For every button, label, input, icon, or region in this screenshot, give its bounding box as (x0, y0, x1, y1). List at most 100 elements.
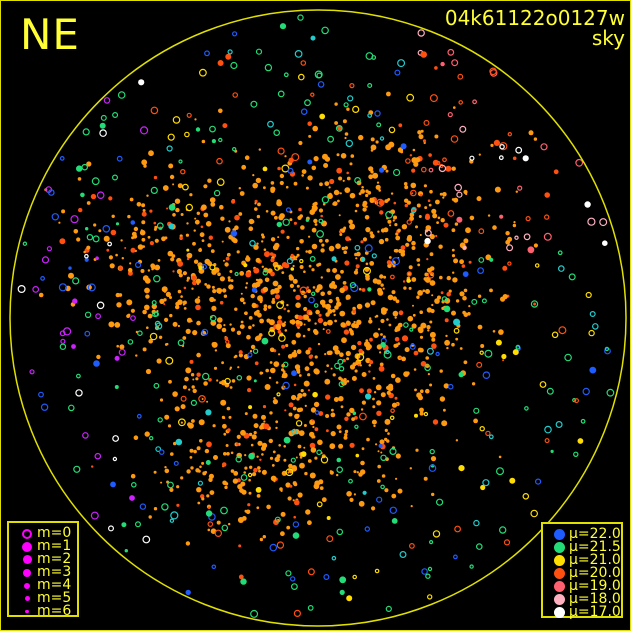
cloud-point (425, 356, 430, 360)
brightness-label: μ=19.0 (569, 578, 621, 594)
star-point (273, 519, 279, 526)
cloud-point (428, 203, 432, 207)
star-point (181, 183, 189, 191)
star-point (331, 555, 337, 561)
cloud-point (212, 289, 217, 294)
cloud-point (502, 359, 505, 362)
cloud-point (276, 199, 282, 205)
cloud-point (382, 287, 385, 290)
cloud-point (296, 284, 300, 288)
star-point (198, 394, 206, 403)
cloud-point (86, 161, 92, 167)
cloud-point (275, 294, 280, 300)
cloud-point (199, 439, 203, 443)
cloud-point (387, 294, 394, 301)
cloud-point (127, 313, 131, 317)
cloud-point (311, 268, 315, 272)
cloud-point (275, 381, 279, 384)
star-point (475, 543, 483, 550)
cloud-point (191, 275, 197, 281)
cloud-point (142, 209, 146, 212)
cloud-point (315, 288, 320, 293)
cloud-point (340, 405, 344, 409)
image-type: sky (591, 26, 625, 50)
star-point (568, 273, 576, 281)
cloud-point (245, 282, 249, 285)
cloud-point (129, 262, 132, 265)
cloud-point (437, 295, 441, 300)
cloud-point (221, 240, 224, 243)
cloud-point (216, 520, 221, 525)
cloud-point (169, 313, 173, 318)
cloud-point (408, 286, 412, 290)
cloud-point (387, 263, 392, 269)
cloud-point (309, 472, 316, 479)
cloud-point (277, 236, 280, 239)
cloud-point (339, 287, 346, 294)
star-point (116, 155, 123, 162)
cloud-point (241, 164, 247, 170)
cloud-point (314, 355, 318, 359)
cloud-point (305, 509, 311, 515)
cloud-point (350, 154, 355, 158)
cloud-point (238, 187, 241, 190)
star-point (205, 460, 211, 465)
cloud-point (356, 471, 359, 474)
star-point (209, 264, 216, 271)
cloud-point (256, 455, 259, 458)
cloud-point (319, 182, 323, 187)
star-point (343, 102, 349, 108)
cloud-point (142, 275, 149, 282)
cloud-point (361, 447, 365, 451)
cloud-point (353, 323, 359, 329)
star-point (230, 230, 238, 237)
cloud-point (293, 383, 297, 387)
cloud-point (265, 368, 270, 373)
star-point (350, 283, 359, 293)
cloud-point (361, 400, 366, 405)
star-point (354, 244, 361, 251)
cloud-point (180, 404, 186, 410)
cloud-point (253, 267, 260, 274)
cloud-point (277, 166, 281, 171)
cloud-point (411, 246, 416, 250)
cloud-point (419, 310, 424, 315)
star-point (473, 519, 480, 527)
cloud-point (407, 315, 414, 322)
cloud-point (263, 420, 266, 423)
cloud-point (238, 353, 243, 358)
cloud-point (289, 283, 294, 288)
cloud-point (453, 197, 459, 203)
cloud-point (159, 298, 165, 304)
star-point (247, 388, 252, 393)
star-point (276, 221, 282, 228)
cloud-point (258, 148, 261, 151)
cloud-point (192, 280, 197, 286)
cloud-point (336, 473, 339, 477)
magnitude-label: m=5 (37, 590, 72, 606)
cloud-point (302, 392, 307, 397)
cloud-point (269, 347, 275, 353)
star-point (339, 589, 345, 596)
cloud-point (295, 332, 301, 338)
cloud-point (278, 353, 281, 356)
cloud-point (412, 148, 416, 152)
cloud-point (416, 258, 421, 262)
cloud-point (372, 405, 376, 409)
star-point (388, 126, 396, 134)
cloud-point (83, 250, 86, 254)
star-point (459, 125, 467, 133)
cloud-point (438, 244, 443, 249)
star-point (207, 521, 214, 527)
cloud-point (208, 473, 214, 479)
cloud-point (261, 240, 264, 243)
cloud-point (136, 202, 142, 207)
star-point (471, 298, 478, 305)
cloud-point (196, 487, 202, 493)
ring-symbol-icon (17, 528, 37, 539)
cloud-point (210, 202, 216, 207)
star-point (376, 198, 385, 207)
cloud-point (209, 490, 215, 495)
star-point (478, 228, 485, 235)
